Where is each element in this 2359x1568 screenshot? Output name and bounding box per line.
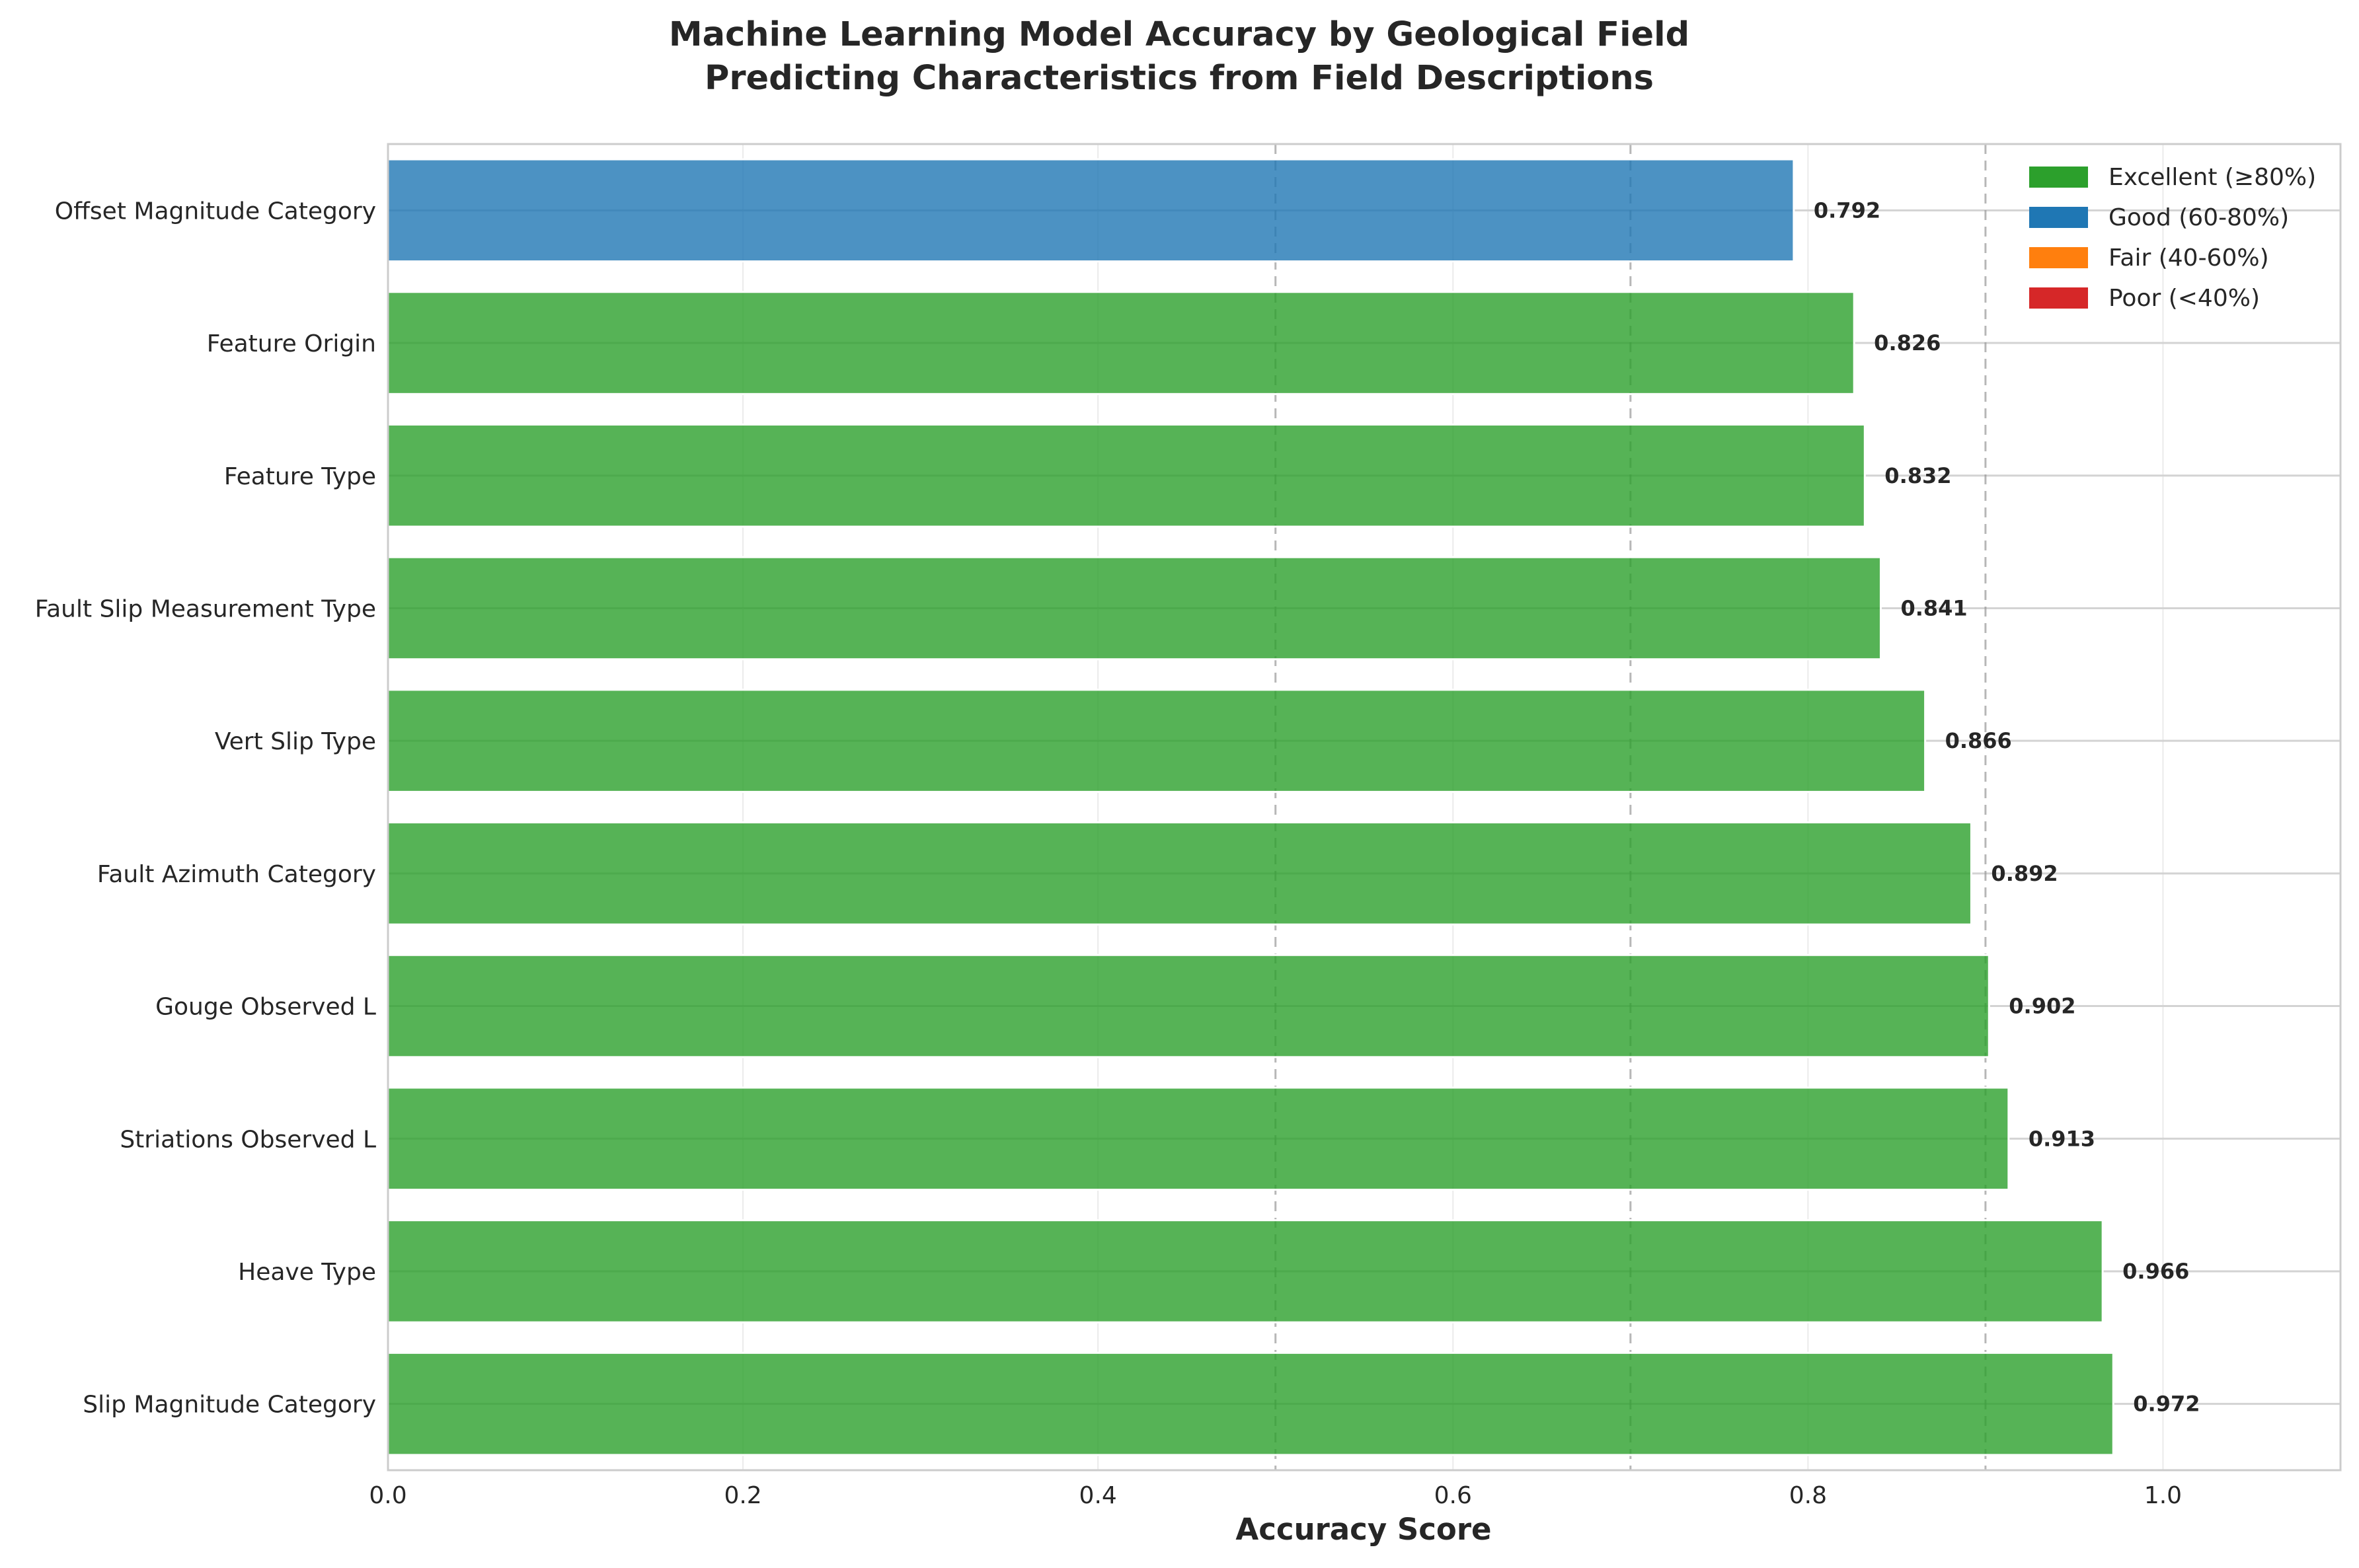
y-tick-label: Vert Slip Type — [215, 728, 376, 755]
y-tick-label: Fault Slip Measurement Type — [35, 595, 376, 622]
y-tick-label: Feature Origin — [207, 330, 376, 357]
y-tick-label: Feature Type — [224, 463, 376, 490]
bar — [387, 423, 1866, 528]
value-label: 0.972 — [2133, 1392, 2200, 1417]
value-label: 0.792 — [1814, 198, 1880, 223]
value-label: 0.966 — [2122, 1259, 2189, 1284]
value-labels-layer: 0.792 0.826 0.832 0.841 0.866 0.892 0.902 0.913… — [1814, 198, 2200, 1416]
x-tick-labels: 0.0 0.2 0.4 0.6 0.8 1.0 — [369, 1482, 2182, 1509]
bar — [387, 556, 1882, 661]
y-tick-label: Offset Magnitude Category — [55, 198, 376, 225]
bar — [387, 953, 1990, 1059]
x-axis-label: Accuracy Score — [1235, 1512, 1491, 1547]
legend-label: Fair (40-60%) — [2108, 244, 2269, 272]
bar — [387, 1086, 2010, 1191]
value-label: 0.892 — [1991, 861, 2058, 886]
legend-swatch — [2029, 167, 2088, 188]
x-tick-label: 0.0 — [369, 1482, 406, 1509]
y-tick-label: Heave Type — [238, 1259, 376, 1286]
legend-swatch — [2029, 247, 2088, 268]
plot-frame — [387, 143, 2342, 1472]
y-tick-label: Fault Azimuth Category — [97, 861, 376, 888]
bar — [387, 689, 1927, 793]
value-label: 0.866 — [1945, 728, 2012, 753]
legend-swatch — [2029, 207, 2088, 228]
value-label: 0.902 — [2009, 994, 2075, 1019]
legend-label: Good (60-80%) — [2108, 204, 2289, 231]
legend-swatch — [2029, 287, 2088, 309]
legend-label: Excellent (≥80%) — [2108, 164, 2316, 191]
bar — [387, 291, 1855, 395]
x-tick-label: 0.4 — [1079, 1482, 1117, 1509]
legend-label: Poor (<40%) — [2108, 285, 2260, 312]
value-label: 0.832 — [1884, 463, 1951, 488]
bars-layer — [387, 158, 2114, 1456]
y-tick-labels: Offset Magnitude Category Feature Origin F… — [35, 198, 376, 1418]
x-tick-label: 1.0 — [2144, 1482, 2182, 1509]
bar — [387, 821, 1972, 926]
chart-subtitle: Predicting Characteristics from Field De… — [705, 59, 1654, 98]
legend: Excellent (≥80%) Good (60-80%) Fair (40-60… — [2029, 164, 2316, 312]
value-label: 0.913 — [2029, 1126, 2095, 1151]
x-tick-label: 0.6 — [1434, 1482, 1472, 1509]
bar — [387, 1219, 2104, 1324]
chart-title: Machine Learning Model Accuracy by Geolo… — [669, 15, 1689, 54]
y-tick-label: Striations Observed L — [120, 1126, 376, 1153]
bar — [387, 1351, 2114, 1456]
bar — [387, 158, 1795, 263]
value-label: 0.841 — [1900, 595, 1967, 620]
y-tick-label: Slip Magnitude Category — [83, 1392, 376, 1419]
value-label: 0.826 — [1874, 330, 1941, 355]
x-tick-label: 0.8 — [1789, 1482, 1827, 1509]
x-tick-label: 0.2 — [724, 1482, 761, 1509]
y-tick-label: Gouge Observed L — [155, 994, 376, 1021]
